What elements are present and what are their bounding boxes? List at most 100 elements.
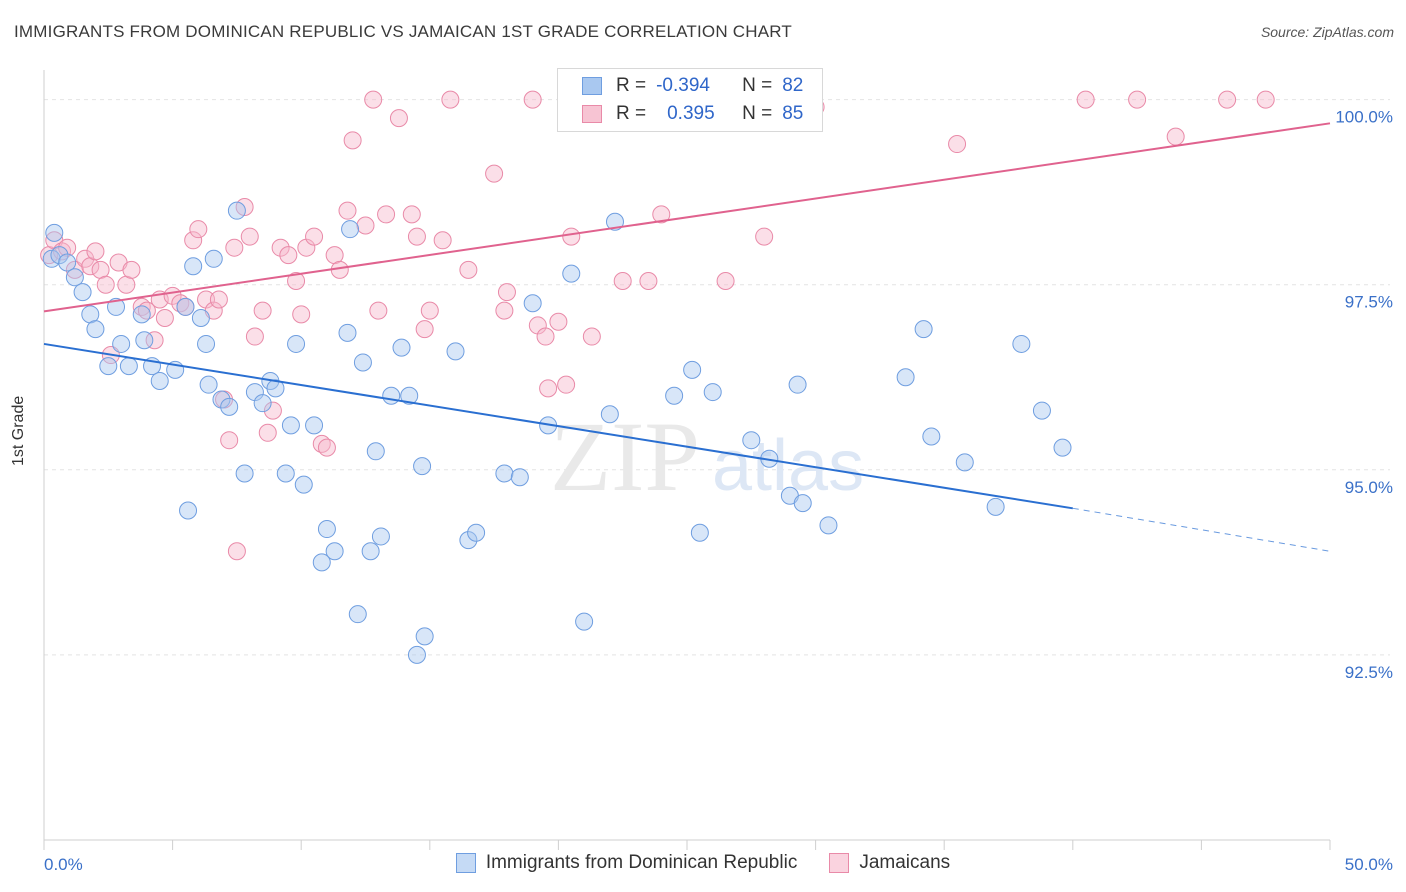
dominican-point: [793, 494, 812, 513]
dominican-point: [107, 297, 126, 316]
jamaican-point: [582, 327, 601, 346]
jamaican-point: [639, 272, 658, 291]
legend-row-dominican: R = -0.394 N = 82: [582, 73, 803, 99]
dominican-point: [132, 305, 151, 324]
jamaican-point: [716, 272, 735, 291]
watermark-zip: ZIP: [550, 401, 700, 512]
chart-title: IMMIGRANTS FROM DOMINICAN REPUBLIC VS JA…: [14, 22, 792, 41]
dominican-point: [955, 453, 974, 472]
jamaican-point: [245, 327, 264, 346]
dominican-point: [562, 264, 581, 283]
dominican-point: [407, 645, 426, 664]
dominican-point: [348, 605, 367, 624]
jamaican-point: [292, 305, 311, 324]
legend-item-dominican[interactable]: Immigrants from Dominican Republic: [455, 852, 797, 874]
dominican-point: [312, 553, 331, 572]
dominican-point: [266, 379, 285, 398]
x-tick-label: 0.0%: [44, 855, 83, 874]
legend-swatch-pink: [829, 853, 850, 873]
jamaican-point: [240, 227, 259, 246]
jamaican-point: [317, 438, 336, 457]
dominican-point: [253, 394, 272, 413]
jamaican-point: [369, 301, 388, 320]
dominican-point: [112, 334, 131, 353]
dominican-point: [819, 516, 838, 535]
dominican-point: [86, 320, 105, 339]
dominican-point: [371, 527, 390, 546]
legend-row-jamaicans: R = 0.395 N = 85: [582, 101, 803, 127]
jamaican-point: [495, 301, 514, 320]
legend-swatch-blue: [455, 853, 476, 873]
jamaicans-points: [40, 90, 1275, 561]
dominican-point: [184, 257, 203, 276]
jamaican-point: [557, 375, 576, 394]
jamaican-point: [389, 109, 408, 128]
jamaican-point: [364, 90, 383, 109]
dominican-point: [281, 416, 300, 435]
dominican-point: [227, 201, 246, 220]
jamaican-trendline: [43, 122, 1331, 313]
dominican-point: [742, 431, 761, 450]
jamaican-point: [132, 297, 151, 316]
jamaican-point: [145, 331, 164, 350]
gridlines: [44, 99, 1390, 656]
dominican-point: [276, 464, 295, 483]
r-value-jamaicans: 0.395: [667, 103, 715, 124]
legend-item-jamaicans[interactable]: Jamaicans: [829, 852, 950, 874]
dominican-point: [382, 386, 401, 405]
dominican-point: [341, 220, 360, 239]
jamaican-point: [184, 231, 203, 250]
dominican-point: [305, 416, 324, 435]
dominican-point: [495, 464, 514, 483]
jamaican-point: [755, 227, 774, 246]
dominican-point: [287, 334, 306, 353]
x-tick-label: 50.0%: [1345, 855, 1393, 874]
jamaican-point: [549, 312, 568, 331]
jamaican-point: [171, 294, 190, 313]
dominican-point: [235, 464, 254, 483]
jamaican-point: [271, 238, 290, 257]
dominican-point: [510, 468, 529, 487]
jamaican-point: [96, 275, 115, 294]
jamaican-point: [485, 164, 504, 183]
jamaican-point: [539, 379, 558, 398]
r-value-dominican: -0.394: [656, 75, 710, 96]
dominican-point: [690, 523, 709, 542]
jamaican-point: [1256, 90, 1275, 109]
jamaican-point: [220, 431, 239, 450]
jamaican-point: [1076, 90, 1095, 109]
jamaican-point: [1166, 127, 1185, 146]
dominican-point: [119, 357, 138, 376]
jamaican-point: [86, 242, 105, 261]
y-tick-label: 100.0%: [1335, 108, 1393, 127]
dominican-point: [413, 457, 432, 476]
dominican-point: [99, 357, 118, 376]
jamaican-point: [613, 272, 632, 291]
y-tick-label: 97.5%: [1345, 293, 1393, 312]
dominican-point: [204, 249, 223, 268]
n-label: N =: [742, 103, 773, 124]
jamaican-point: [433, 231, 452, 250]
legend-label-jamaicans: Jamaicans: [859, 852, 951, 873]
dominican-point: [467, 523, 486, 542]
dominican-point: [294, 475, 313, 494]
dominican-point: [922, 427, 941, 446]
jamaican-point: [356, 216, 375, 235]
dominican-point: [197, 334, 216, 353]
dominican-point: [45, 223, 64, 242]
jamaican-point: [263, 401, 282, 420]
dominican-point: [176, 297, 195, 316]
jamaican-point: [420, 301, 439, 320]
r-label: R =: [616, 103, 647, 124]
dominican-point: [914, 320, 933, 339]
r-label: R =: [616, 75, 647, 96]
dominican-point: [1032, 401, 1051, 420]
dominican-point: [220, 397, 239, 416]
dominican-point: [353, 353, 372, 372]
tick-labels: 92.5% 95.0% 97.5% 100.0% 0.0% 50.0%: [44, 108, 1393, 874]
dominican-point: [212, 390, 231, 409]
dominican-point: [400, 386, 419, 405]
jamaican-point: [536, 327, 555, 346]
jamaican-point: [287, 272, 306, 291]
jamaican-point: [227, 542, 246, 561]
